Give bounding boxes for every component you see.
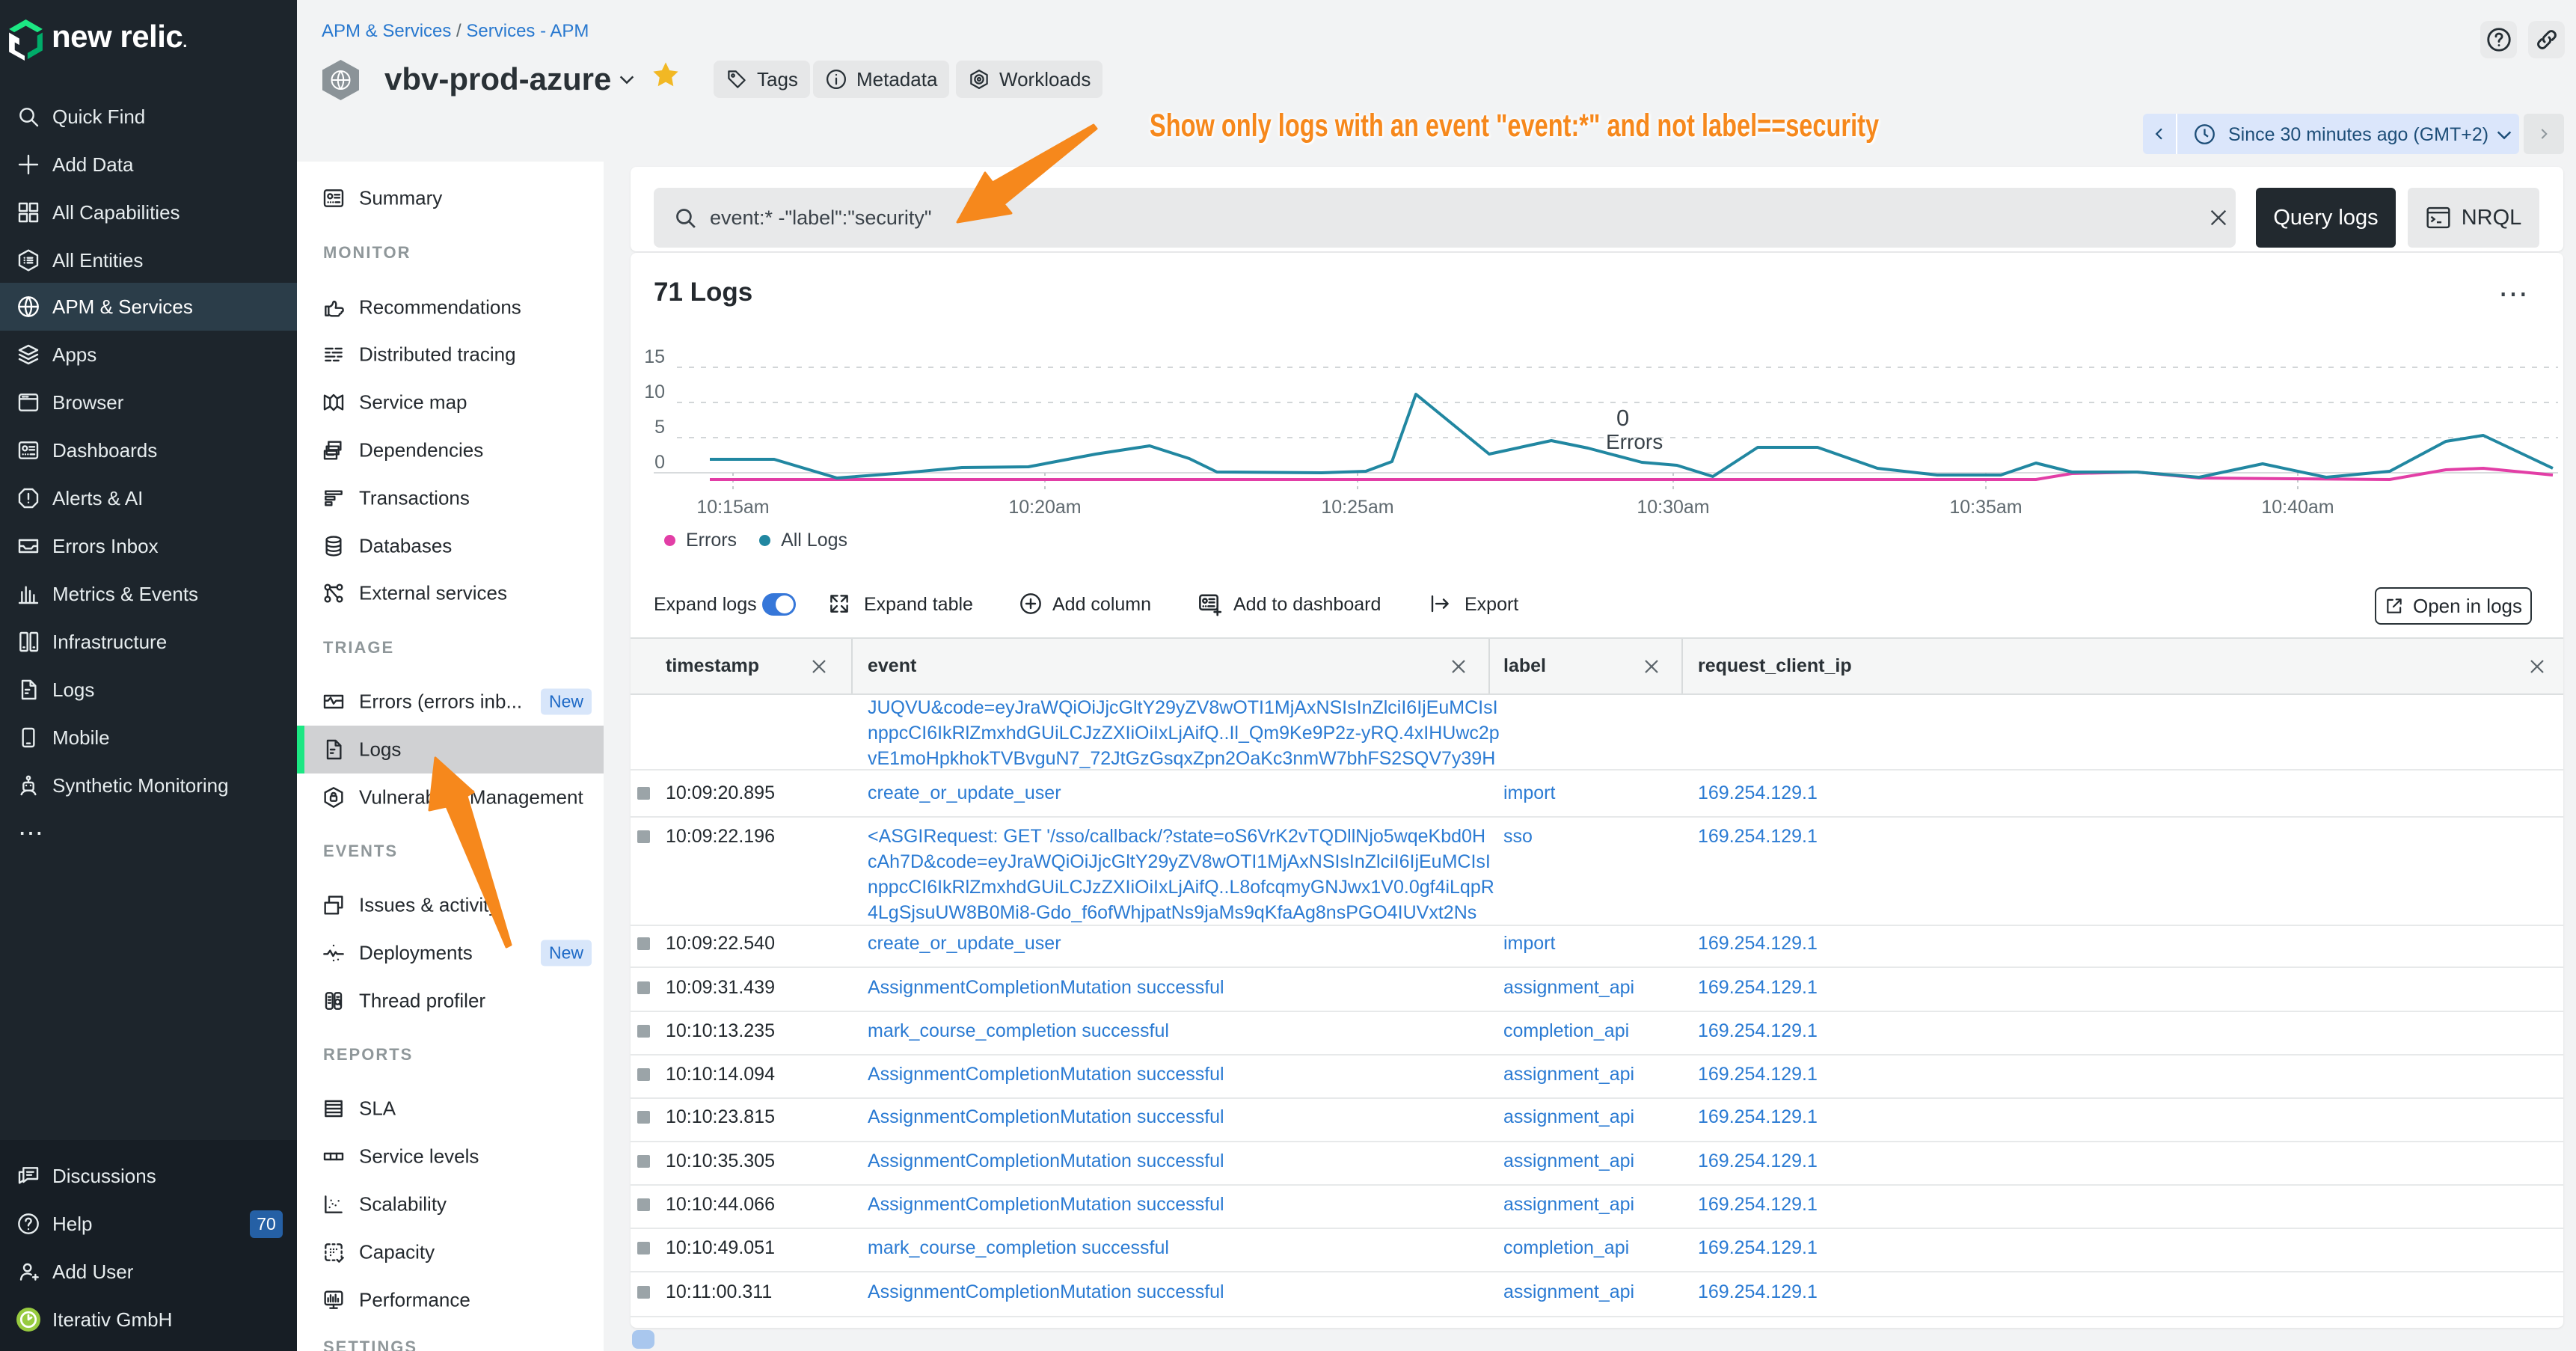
svg-text:10:35am: 10:35am	[1949, 497, 2022, 518]
svg-text:Errors: Errors	[1606, 430, 1663, 453]
svg-text:10:25am: 10:25am	[1321, 497, 1393, 518]
svg-text:15: 15	[644, 346, 665, 367]
svg-text:10: 10	[644, 382, 665, 402]
svg-text:10:15am: 10:15am	[696, 497, 769, 518]
svg-text:5: 5	[654, 417, 665, 438]
svg-text:10:20am: 10:20am	[1008, 497, 1081, 518]
svg-text:0: 0	[654, 452, 665, 473]
svg-text:0: 0	[1616, 405, 1629, 431]
svg-text:10:40am: 10:40am	[2261, 497, 2334, 518]
svg-text:10:30am: 10:30am	[1637, 497, 1709, 518]
